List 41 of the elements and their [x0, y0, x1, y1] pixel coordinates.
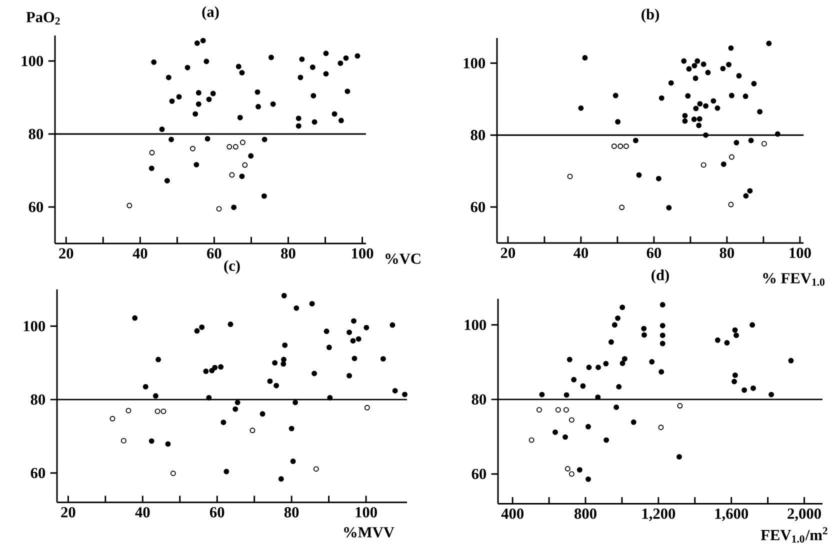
- x-tick-label: 100: [790, 248, 811, 258]
- x-tick-label: 60: [207, 248, 222, 259]
- x-tick-label: 800: [574, 508, 596, 519]
- y-tick-label: 80: [472, 394, 486, 405]
- y-tick-label: 80: [28, 128, 44, 140]
- x-tick-label: 2,000: [788, 508, 821, 522]
- x-tick-label: 20: [59, 248, 74, 259]
- y-tick-label: 60: [472, 468, 486, 480]
- y-tick-label: 80: [470, 130, 486, 140]
- x-tick-label: 40: [132, 248, 148, 259]
- x-tick-label: 100: [352, 248, 374, 259]
- x-tick-label: 40: [573, 248, 588, 258]
- x-axis-title: %MVV: [344, 527, 394, 538]
- y-tick-label: 100: [24, 320, 46, 332]
- x-tick-label: 80: [284, 507, 299, 518]
- x-axis-title: FEV$_{1.0}$/m$^{2}$: [760, 527, 828, 543]
- y-tick-label: 60: [28, 202, 44, 212]
- x-axis-title: % FEV$_{1.0}$: [763, 273, 824, 286]
- x-tick-label: 1,600: [715, 508, 748, 522]
- y-tick-label: 100: [22, 56, 44, 66]
- y-tick-label: 80: [30, 394, 46, 405]
- x-tick-label: 1,200: [642, 508, 676, 522]
- chart-title: (d): [652, 270, 669, 284]
- chart-title: (c): [224, 260, 240, 274]
- y-tick-label: 60: [30, 468, 46, 478]
- chart-title: (a): [202, 6, 219, 20]
- x-tick-label: 400: [501, 508, 524, 519]
- y-tick-label: 60: [470, 202, 486, 212]
- y-tick-label: 100: [464, 320, 486, 330]
- x-tick-label: 40: [135, 507, 150, 518]
- x-tick-label: 80: [281, 248, 296, 259]
- y-axis-title: PaO$_{2}$: [26, 12, 60, 25]
- x-tick-label: 60: [646, 248, 662, 258]
- x-tick-label: 20: [61, 507, 76, 518]
- y-tick-label: 100: [464, 58, 486, 68]
- x-axis-title: %VC: [386, 254, 420, 264]
- x-tick-label: 20: [500, 248, 516, 258]
- x-tick-label: 60: [210, 507, 224, 518]
- chart-title: (b): [642, 8, 659, 23]
- x-tick-label: 80: [720, 248, 734, 258]
- x-tick-label: 100: [356, 507, 377, 518]
